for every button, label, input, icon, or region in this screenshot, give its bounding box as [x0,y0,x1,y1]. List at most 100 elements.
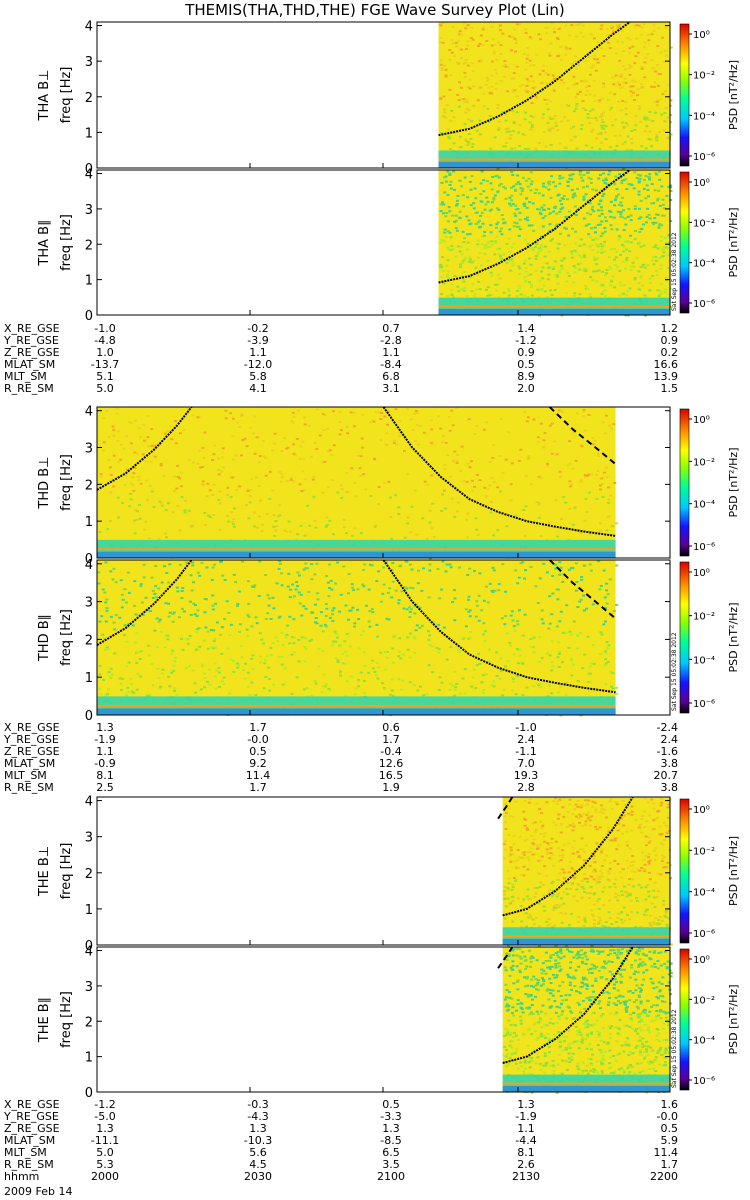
speckle [455,203,459,206]
speckle [496,529,500,532]
speckle [564,24,568,27]
speckle [549,956,553,959]
speckle [440,238,444,241]
speckle [620,179,624,182]
speckle [562,844,566,847]
speckle [416,582,420,585]
speckle [579,176,583,179]
speckle [585,813,589,816]
speckle [231,521,235,524]
speckle [159,464,163,467]
speckle [467,132,471,135]
speckle [508,974,512,977]
speckle [469,222,473,225]
speckle [583,891,587,894]
speckle [478,662,482,665]
speckle [606,647,610,650]
speckle [591,279,595,282]
speckle [568,462,572,465]
speckle [502,145,506,148]
speckle [251,654,255,657]
speckle [530,180,534,183]
speckle [571,846,575,849]
speckle [594,810,598,813]
speckle [440,201,444,204]
speckle [568,480,572,483]
speckle [519,562,523,565]
speckle [466,233,470,236]
speckle [176,464,180,467]
speckle [394,494,398,497]
speckle [211,566,215,569]
speckle [556,129,560,132]
speckle [541,883,545,886]
speckle [201,446,205,449]
speckle [524,68,528,71]
speckle [578,813,582,816]
speckle [580,837,584,840]
speckle [451,424,455,427]
speckle [272,442,276,445]
speckle [516,988,520,991]
speckle [539,535,543,538]
speckle [611,275,615,278]
speckle [474,197,478,200]
speckle [621,832,625,835]
speckle [592,644,596,647]
speckle [624,1044,628,1047]
speckle [543,1071,547,1074]
speckle [558,26,562,29]
speckle [464,692,468,695]
speckle [650,981,654,984]
speckle [543,832,547,835]
speckle [516,582,520,585]
speckle [403,536,407,539]
speckle [357,617,361,620]
speckle [523,613,527,616]
speckle [521,852,525,855]
speckle [605,582,609,585]
speckle [604,125,608,128]
speckle [570,189,574,192]
speckle [544,972,548,975]
speckle [576,412,580,415]
speckle [504,113,508,116]
speckle [471,283,475,286]
speckle [531,853,535,856]
speckle [178,529,182,532]
speckle [591,436,595,439]
speckle [201,663,205,666]
speckle [317,665,321,668]
speckle [246,671,250,674]
speckle [650,965,654,968]
speckle [655,135,659,138]
speckle [614,74,618,77]
speckle [303,423,307,426]
speckle [288,615,292,618]
speckle [522,853,526,856]
speckle [347,592,351,595]
speckle [551,592,555,595]
speckle [413,489,417,492]
speckle [557,813,561,816]
speckle [519,293,523,296]
speckle [550,661,554,664]
speckle [639,33,643,36]
speckle [607,926,611,929]
speckle [217,499,221,502]
speckle [506,660,510,663]
speckle [221,574,225,577]
speckle [597,875,601,878]
speckle [206,482,210,485]
speckle [432,536,436,539]
speckle [625,1036,629,1039]
speckle [645,1013,649,1016]
speckle [541,823,545,826]
colorbar-gradient [679,408,690,557]
speckle [554,1011,558,1014]
speckle [553,563,557,566]
speckle [559,952,563,955]
speckle [557,54,561,57]
speckle [601,925,605,928]
